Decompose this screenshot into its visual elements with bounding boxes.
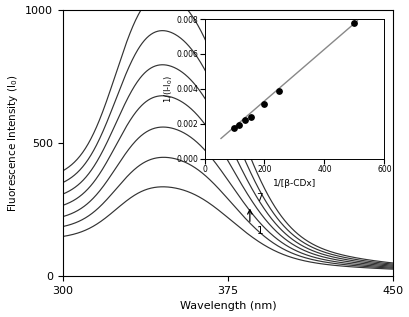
X-axis label: 1/[β-CDx]: 1/[β-CDx] bbox=[273, 179, 316, 188]
Y-axis label: Fluorescence Intensity (I$_0$): Fluorescence Intensity (I$_0$) bbox=[6, 74, 20, 212]
Text: 1: 1 bbox=[256, 226, 263, 236]
Text: 7: 7 bbox=[256, 193, 263, 204]
Point bbox=[231, 126, 238, 131]
Point bbox=[351, 21, 358, 26]
Point bbox=[236, 122, 242, 127]
Point bbox=[261, 102, 268, 107]
Y-axis label: 1/(I-I$_0$): 1/(I-I$_0$) bbox=[162, 75, 175, 103]
Point bbox=[242, 118, 248, 123]
Point bbox=[248, 114, 254, 119]
Point bbox=[276, 88, 283, 93]
X-axis label: Wavelength (nm): Wavelength (nm) bbox=[180, 301, 276, 311]
